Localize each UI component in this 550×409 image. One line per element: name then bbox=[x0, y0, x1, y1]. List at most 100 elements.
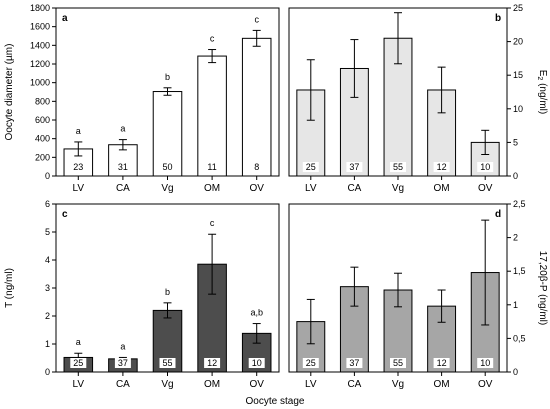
x-tick-label: Vg bbox=[161, 379, 173, 390]
n-label-bg bbox=[248, 162, 265, 172]
panel-b: b 0 5 10 15 20 25 E2 (ng/ml) LV 25 CA 37 Vg 55 OM 12 OV 1… bbox=[288, 3, 548, 194]
y-tick-label: 1400 bbox=[30, 40, 50, 50]
n-label-bg bbox=[433, 162, 450, 172]
y-tick-label: 400 bbox=[35, 134, 50, 144]
y-tick-label: 2 bbox=[513, 233, 518, 243]
n-label: 37 bbox=[349, 358, 359, 368]
y-tick-label: 600 bbox=[35, 115, 50, 125]
n-label: 25 bbox=[306, 162, 316, 172]
n-label: 10 bbox=[480, 162, 490, 172]
n-label: 55 bbox=[162, 358, 172, 368]
panel-letter: a bbox=[62, 13, 68, 24]
n-label: 50 bbox=[162, 162, 172, 172]
x-tick-label: OV bbox=[249, 183, 264, 194]
n-label: 12 bbox=[207, 358, 217, 368]
y-tick-label: 4 bbox=[45, 255, 50, 265]
y-tick-label: 25 bbox=[513, 3, 523, 13]
x-tick-label: OV bbox=[249, 379, 264, 390]
x-tick-label: OV bbox=[478, 183, 493, 194]
n-label-bg bbox=[159, 162, 176, 172]
y-tick-label: 800 bbox=[35, 96, 50, 106]
n-label-bg bbox=[159, 358, 176, 368]
significance-letter: c bbox=[254, 14, 259, 24]
chart-root: a020040060080010001200140016001800Oocyte… bbox=[4, 3, 548, 407]
x-tick-label: LV bbox=[73, 379, 85, 390]
x-tick-label: LV bbox=[305, 379, 317, 390]
y-tick-label: 3 bbox=[45, 283, 50, 293]
x-tick-label: Vg bbox=[392, 379, 404, 390]
y-tick-label: 6 bbox=[45, 199, 50, 209]
y-tick-label: 200 bbox=[35, 152, 50, 162]
n-label-bg bbox=[390, 162, 406, 172]
y-axis-label: 17,20β-P (ng/ml) bbox=[537, 251, 548, 326]
n-label: 55 bbox=[393, 162, 403, 172]
significance-letter: a bbox=[76, 126, 81, 136]
y-tick-label: 1000 bbox=[30, 78, 50, 88]
x-tick-label: OV bbox=[478, 379, 493, 390]
y-tick-label: 1 bbox=[513, 300, 518, 310]
y-tick-label: 1800 bbox=[30, 3, 50, 13]
panel-d: d 0 0,5 1 1,5 2 2,5 17,20β-P (ng/ml) LV 25 CA 37 Vg 5… bbox=[288, 199, 548, 390]
y-axis-label: E2 (ng/ml) bbox=[536, 70, 548, 114]
x-tick-label: Vg bbox=[392, 183, 404, 194]
n-label: 10 bbox=[252, 358, 262, 368]
n-label: 8 bbox=[254, 162, 259, 172]
n-label-bg bbox=[346, 358, 363, 368]
n-label: 25 bbox=[73, 358, 83, 368]
x-tick-label: OM bbox=[434, 379, 450, 390]
significance-letter: a bbox=[120, 341, 125, 351]
n-label: 10 bbox=[480, 358, 490, 368]
y-tick-label: 15 bbox=[513, 70, 523, 80]
x-tick-label: OM bbox=[204, 379, 220, 390]
y-tick-label: 1,5 bbox=[513, 266, 526, 276]
x-tick-label: OM bbox=[204, 183, 220, 194]
y-tick-label: 1 bbox=[45, 339, 50, 349]
y-axis-label: T (ng/ml) bbox=[4, 268, 15, 308]
n-label-bg bbox=[70, 162, 87, 172]
y-tick-label: 10 bbox=[513, 104, 523, 114]
y-tick-label: 2,5 bbox=[513, 199, 526, 209]
n-label: 25 bbox=[306, 358, 316, 368]
x-axis-label: Oocyte stage bbox=[246, 396, 305, 407]
x-tick-label: LV bbox=[305, 183, 317, 194]
y-tick-label: 5 bbox=[513, 137, 518, 147]
panel-letter: d bbox=[495, 209, 501, 220]
x-tick-label: LV bbox=[73, 183, 85, 194]
panel-a: a 0 200 400 600 800 1000 1200 1400 1600 1800 Oocyte… bbox=[4, 3, 280, 194]
x-tick-label: CA bbox=[347, 183, 361, 194]
bar-om bbox=[197, 55, 227, 177]
n-label-bg bbox=[248, 358, 265, 368]
n-label: 37 bbox=[118, 358, 128, 368]
n-label: 55 bbox=[393, 358, 403, 368]
n-label-bg bbox=[114, 358, 131, 368]
x-tick-label: OM bbox=[434, 183, 450, 194]
panel-letter: c bbox=[62, 209, 68, 220]
bar-ov bbox=[241, 37, 272, 177]
y-tick-label: 0,5 bbox=[513, 333, 526, 343]
significance-letter: c bbox=[210, 218, 215, 228]
n-label: 31 bbox=[118, 162, 128, 172]
n-label: 23 bbox=[73, 162, 83, 172]
n-label-bg bbox=[477, 162, 494, 172]
n-label-bg bbox=[302, 358, 319, 368]
y-tick-label: 2 bbox=[45, 311, 50, 321]
y-tick-label: 20 bbox=[513, 37, 523, 47]
significance-letter: a,b bbox=[250, 308, 263, 318]
x-tick-label: CA bbox=[347, 379, 361, 390]
y-tick-label: 0 bbox=[513, 367, 518, 377]
significance-letter: a bbox=[120, 124, 125, 134]
n-label: 11 bbox=[207, 162, 216, 172]
n-label: 12 bbox=[437, 162, 447, 172]
significance-letter: b bbox=[165, 287, 170, 297]
n-label-bg bbox=[70, 358, 87, 368]
n-label: 12 bbox=[437, 358, 447, 368]
n-label-bg bbox=[114, 162, 131, 172]
n-label-bg bbox=[204, 358, 221, 368]
significance-letter: b bbox=[165, 72, 170, 82]
n-label-bg bbox=[204, 162, 221, 172]
y-tick-label: 0 bbox=[513, 171, 518, 181]
significance-letter: c bbox=[210, 34, 215, 44]
n-label-bg bbox=[477, 358, 494, 368]
n-label-bg bbox=[302, 162, 319, 172]
